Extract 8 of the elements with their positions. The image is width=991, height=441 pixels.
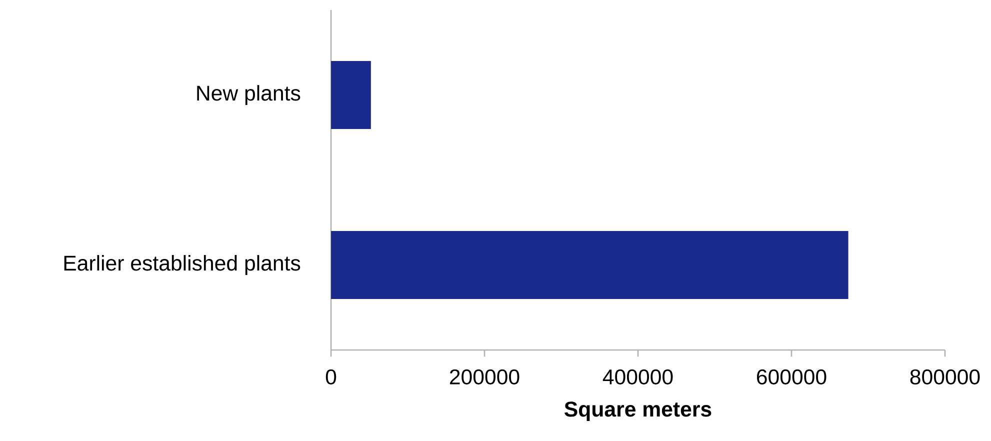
y-tick-label: Earlier established plants xyxy=(64,255,300,275)
x-tick-label: 200000 xyxy=(450,369,520,384)
x-tick-label: 400000 xyxy=(602,369,673,384)
x-tick-label: 0 xyxy=(326,369,336,384)
x-tick-label: 800000 xyxy=(910,369,980,384)
x-tick-label: 600000 xyxy=(756,369,826,384)
y-tick-label: New plants xyxy=(197,85,300,105)
x-axis-title: Square meters xyxy=(564,402,712,421)
